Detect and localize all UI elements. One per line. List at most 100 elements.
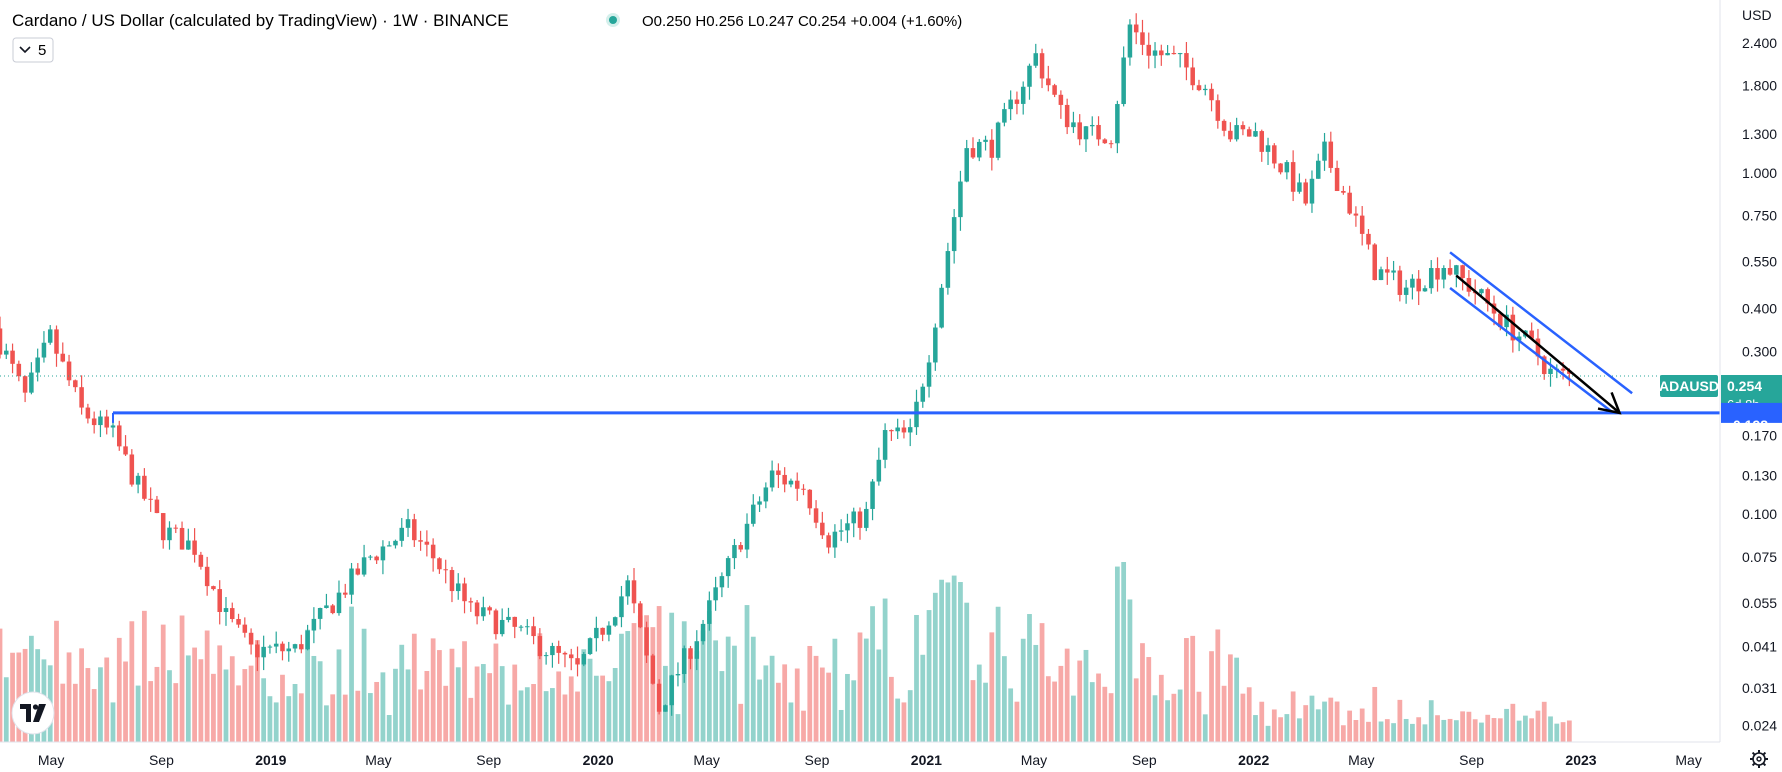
candle-body	[1560, 368, 1566, 371]
candle-body	[273, 643, 279, 647]
market-status-dot[interactable]	[609, 16, 617, 24]
volume-bar	[813, 655, 819, 742]
candle-body	[430, 544, 436, 559]
candle-body	[958, 181, 963, 218]
time-tick-label: May	[1021, 752, 1047, 768]
volume-bar	[336, 649, 342, 742]
volume-bar	[1114, 566, 1120, 742]
candle-body	[970, 148, 976, 158]
candle-body	[995, 122, 1001, 158]
volume-bar	[342, 694, 348, 742]
candle-body	[631, 580, 637, 604]
candle-body	[1046, 78, 1051, 86]
volume-bar	[185, 655, 191, 742]
volume-bar	[393, 668, 398, 742]
arrow-line[interactable]	[1455, 274, 1621, 414]
volume-bar	[248, 665, 254, 742]
volume-bar	[3, 677, 9, 742]
candle-body	[1190, 67, 1195, 86]
price-tick-label: 1.000	[1742, 165, 1777, 181]
gear-icon[interactable]	[1750, 750, 1768, 768]
candle-body	[267, 646, 273, 648]
volume-bar	[1548, 716, 1553, 742]
volume-bar	[989, 632, 995, 742]
volume-bar	[286, 696, 292, 742]
volume-bar	[135, 685, 141, 742]
candle-body	[1435, 268, 1440, 280]
volume-bar	[330, 694, 336, 742]
volume-bar	[1020, 638, 1026, 742]
symbol-title[interactable]: Cardano / US Dollar (calculated by Tradi…	[12, 11, 509, 30]
volume-bar	[788, 702, 794, 742]
candle-body	[104, 416, 109, 428]
volume-bar	[1554, 723, 1560, 742]
candle-body	[1033, 53, 1039, 66]
volume-bar	[179, 615, 185, 742]
candle-body	[1240, 125, 1246, 130]
volume-bar	[305, 629, 310, 742]
price-tick-label: 0.041	[1742, 638, 1777, 654]
time-axis[interactable]: May Sep 2019 May Sep 2020 May Sep 2021 May Sep 2022…	[0, 741, 1720, 768]
volume-bar	[619, 633, 624, 742]
channel-lower-line[interactable]	[1449, 286, 1615, 414]
candle-body	[462, 583, 467, 602]
indicator-legend-box[interactable]	[12, 37, 54, 63]
volume-bar	[298, 693, 304, 742]
chevron-down-icon[interactable]	[19, 46, 31, 54]
indicator-legend[interactable]: 5	[12, 37, 54, 63]
volume-bar	[575, 691, 580, 742]
candle-body	[286, 648, 292, 652]
candle-body	[54, 329, 59, 354]
volume-bar	[1064, 648, 1070, 742]
volume-bar	[324, 705, 329, 742]
volume-bar	[531, 684, 536, 742]
price-tick-label: 0.400	[1742, 301, 1777, 317]
time-tick-label: 2019	[255, 752, 286, 768]
volume-bar	[889, 676, 894, 742]
volume-bar	[1529, 718, 1535, 742]
volume-bar	[926, 610, 932, 742]
volume-bar	[1504, 708, 1509, 742]
volume-bar	[1560, 722, 1566, 742]
candle-body	[1315, 160, 1321, 179]
candle-body	[1548, 368, 1553, 375]
candle-body	[1027, 65, 1032, 87]
volume-bar	[506, 704, 511, 742]
candle-body	[1052, 85, 1057, 95]
channel-upper-line[interactable]	[1449, 251, 1633, 395]
volume-bar	[1416, 717, 1422, 742]
candle-body	[66, 361, 72, 381]
candle-body	[782, 474, 787, 485]
volume-bar	[1121, 562, 1127, 742]
volume-bar	[1146, 657, 1152, 742]
candle-body	[681, 648, 687, 675]
volume-bar	[1165, 700, 1170, 742]
volume-bar	[1240, 693, 1246, 742]
volume-bar	[512, 664, 518, 742]
candlesticks	[0, 13, 1572, 716]
candle-body	[1096, 124, 1101, 140]
candle-body	[1403, 287, 1409, 295]
price-tick-label: 0.750	[1742, 207, 1777, 223]
volume-bar	[411, 633, 417, 742]
candle-body	[248, 632, 254, 645]
volume-bar	[110, 702, 116, 742]
volume-bar	[1227, 654, 1233, 742]
price-axis[interactable]: USD 2.400 1.800 1.300 1.000 0.750 0.550 0.400 0…	[1719, 0, 1777, 742]
symbol-tag-text: ADAUSD	[1659, 378, 1719, 394]
descending-channel[interactable]	[1449, 251, 1633, 414]
volume-bar	[1315, 709, 1321, 742]
candle-body	[173, 527, 179, 529]
volume-bar	[280, 674, 285, 742]
candle-body	[1485, 289, 1490, 304]
trend-arrow[interactable]	[1455, 274, 1622, 415]
candle-body	[1234, 125, 1239, 140]
candle-body	[719, 576, 725, 588]
candle-body	[342, 592, 348, 595]
volume-bar	[675, 714, 681, 742]
candle-body	[1341, 191, 1346, 193]
volume-bar	[1271, 709, 1277, 742]
candle-body	[1541, 356, 1547, 375]
tradingview-logo-icon[interactable]	[11, 691, 55, 735]
